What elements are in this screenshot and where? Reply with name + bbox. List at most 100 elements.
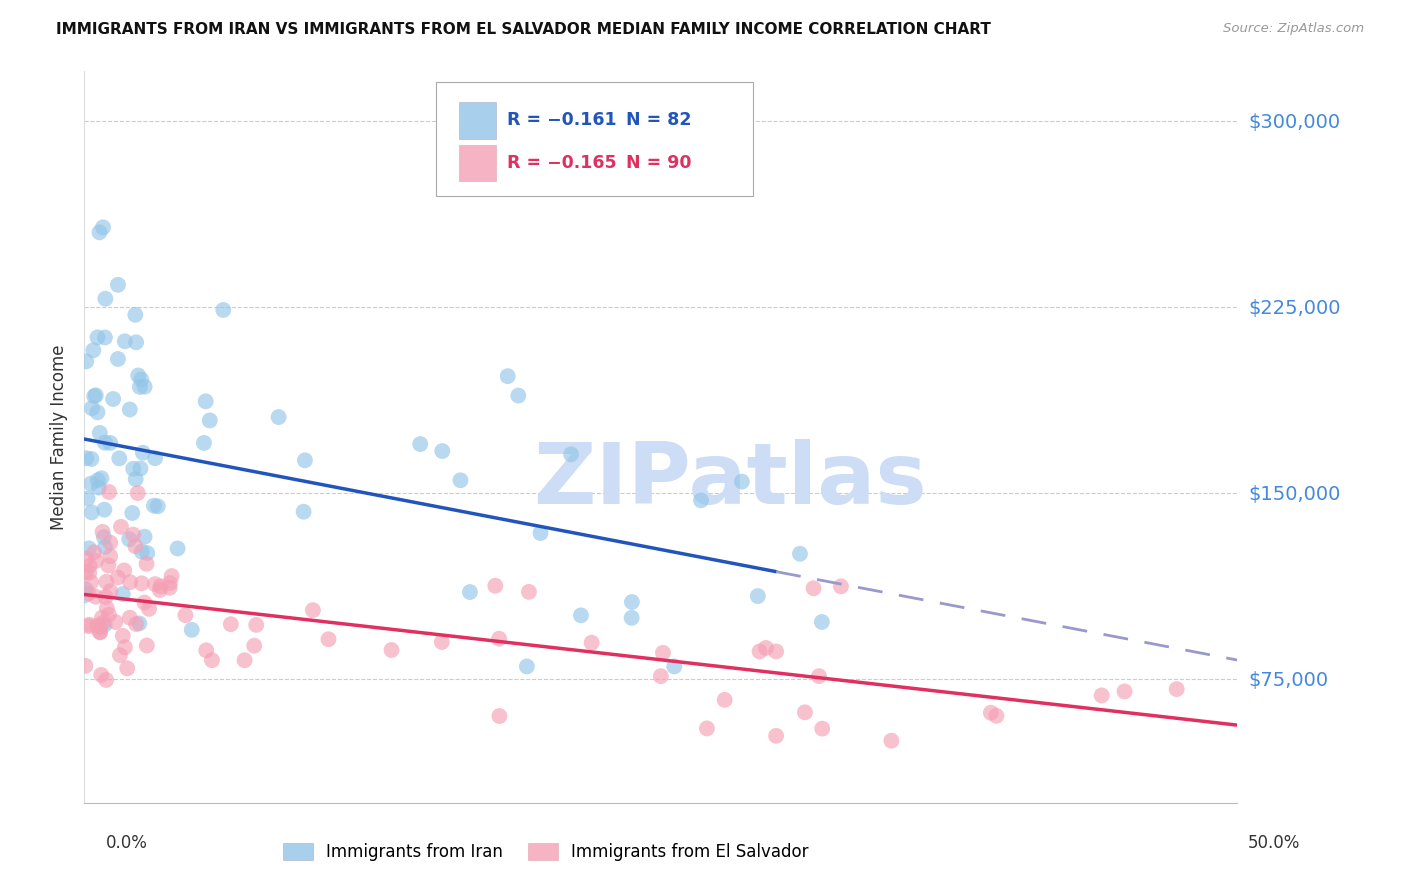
Point [114, 334, 136, 349]
Point [449, 473, 471, 487]
Point [731, 475, 754, 489]
Text: 50.0%: 50.0% [1249, 834, 1301, 852]
Point [93, 530, 115, 544]
Point [115, 661, 138, 675]
Y-axis label: Median Family Income: Median Family Income [49, 344, 67, 530]
Point [318, 632, 340, 647]
Point [134, 596, 156, 610]
Point [129, 372, 152, 386]
Point [107, 277, 129, 292]
Point [529, 526, 551, 541]
Point [149, 582, 172, 597]
Point [664, 659, 686, 673]
Legend: Immigrants from Iran, Immigrants from El Salvador: Immigrants from Iran, Immigrants from El… [276, 836, 815, 868]
Point [114, 640, 136, 655]
Point [94, 435, 117, 450]
Point [135, 557, 157, 571]
Point [84, 554, 107, 568]
Point [138, 602, 160, 616]
Point [267, 410, 290, 425]
Point [149, 579, 172, 593]
FancyBboxPatch shape [460, 145, 496, 181]
Point [193, 436, 215, 450]
Point [89, 225, 111, 239]
Point [125, 335, 148, 350]
Point [159, 581, 181, 595]
Point [107, 351, 129, 366]
Point [690, 493, 713, 508]
Point [98, 485, 121, 500]
Point [986, 708, 1008, 723]
Point [91, 615, 114, 630]
Point [129, 380, 152, 394]
Point [755, 640, 778, 655]
Text: Source: ZipAtlas.com: Source: ZipAtlas.com [1223, 22, 1364, 36]
Point [980, 706, 1002, 720]
Point [1114, 684, 1136, 698]
Point [89, 625, 111, 640]
Point [89, 425, 111, 440]
FancyBboxPatch shape [460, 102, 496, 138]
Point [94, 540, 117, 554]
Point [93, 617, 115, 632]
Point [198, 413, 221, 427]
Point [118, 532, 141, 546]
Point [91, 524, 114, 539]
Point [245, 618, 267, 632]
Point [124, 472, 146, 486]
Point [82, 343, 104, 358]
Point [80, 476, 103, 491]
Point [136, 546, 159, 560]
Point [569, 608, 592, 623]
Point [195, 643, 218, 657]
Point [87, 473, 110, 487]
Point [1091, 689, 1114, 703]
Point [789, 547, 811, 561]
Point [380, 643, 402, 657]
Point [108, 648, 131, 662]
Point [77, 566, 100, 580]
Point [118, 610, 141, 624]
Point [75, 354, 97, 368]
Point [80, 575, 103, 590]
Point [90, 471, 112, 485]
Point [159, 576, 181, 591]
Point [488, 632, 510, 646]
Point [430, 635, 453, 649]
Point [458, 585, 481, 599]
Point [811, 722, 834, 736]
FancyBboxPatch shape [436, 82, 754, 195]
Point [496, 369, 519, 384]
Point [127, 486, 149, 500]
Point [620, 595, 643, 609]
Point [94, 590, 117, 604]
Point [143, 577, 166, 591]
Point [98, 535, 121, 549]
Text: 0.0%: 0.0% [105, 834, 148, 852]
Point [180, 623, 202, 637]
Point [131, 576, 153, 591]
Point [121, 506, 143, 520]
Point [132, 445, 155, 459]
Point [75, 658, 97, 673]
Point [77, 541, 100, 556]
Point [880, 733, 903, 747]
Point [80, 505, 103, 519]
Point [794, 706, 817, 720]
Point [90, 668, 112, 682]
Point [166, 541, 188, 556]
Point [219, 617, 242, 632]
Point [748, 644, 770, 658]
Point [79, 617, 101, 632]
Point [765, 644, 787, 658]
Point [652, 646, 675, 660]
Point [87, 481, 110, 495]
Point [143, 451, 166, 466]
Point [77, 586, 100, 600]
Point [97, 607, 120, 622]
Point [93, 502, 115, 516]
Point [75, 565, 97, 579]
Point [98, 436, 121, 450]
Point [112, 563, 135, 577]
Point [488, 709, 510, 723]
